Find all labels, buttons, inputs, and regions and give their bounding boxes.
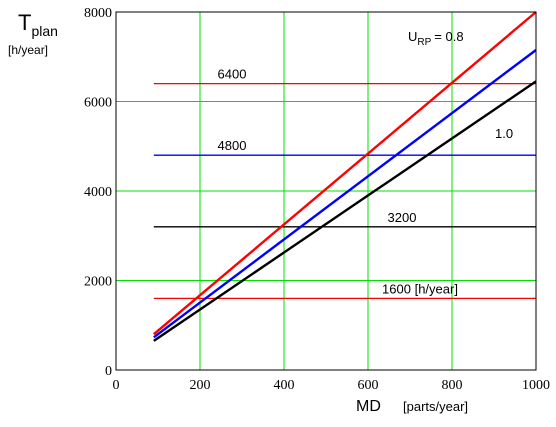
y-axis-unit: [h/year] (8, 43, 48, 57)
series-line (153, 49, 537, 339)
y-tick-label: 6000 (84, 96, 112, 111)
series-line (153, 80, 537, 342)
x-tick-label: 0 (113, 378, 120, 393)
reference-line-label: 3200 (388, 210, 417, 225)
x-tick-label: 400 (274, 378, 295, 393)
annotation-urp: URP = 0.8 (408, 29, 464, 48)
x-tick-label: 1000 (522, 378, 550, 393)
reference-line-label: 4800 (218, 138, 247, 153)
y-axis-label: Tplan (18, 10, 58, 39)
tick-labels: 0 200 400 600 800 1000 0 2000 4000 6000 8000 (84, 6, 550, 393)
x-tick-label: 200 (190, 378, 211, 393)
labels: Tplan [h/year] MD [parts/year] URP = 0.8 … (8, 10, 513, 415)
y-tick-label: 0 (105, 364, 112, 379)
y-tick-label: 4000 (84, 185, 112, 200)
y-tick-label: 8000 (84, 6, 112, 21)
x-tick-label: 800 (442, 378, 463, 393)
x-axis-label: MD (356, 398, 381, 415)
reference-line-label: 6400 (218, 67, 247, 82)
x-tick-label: 600 (358, 378, 379, 393)
reference-line-label: 1600 [h/year] (382, 281, 458, 296)
reference-lines: 6400 4800 3200 1600 [h/year] (153, 67, 536, 300)
series-lines (153, 11, 537, 342)
plot-frame (115, 11, 537, 371)
y-tick-label: 2000 (84, 275, 112, 290)
series-line (153, 11, 537, 336)
annotation-1-0: 1.0 (495, 126, 513, 141)
x-axis-unit: [parts/year] (403, 399, 468, 414)
